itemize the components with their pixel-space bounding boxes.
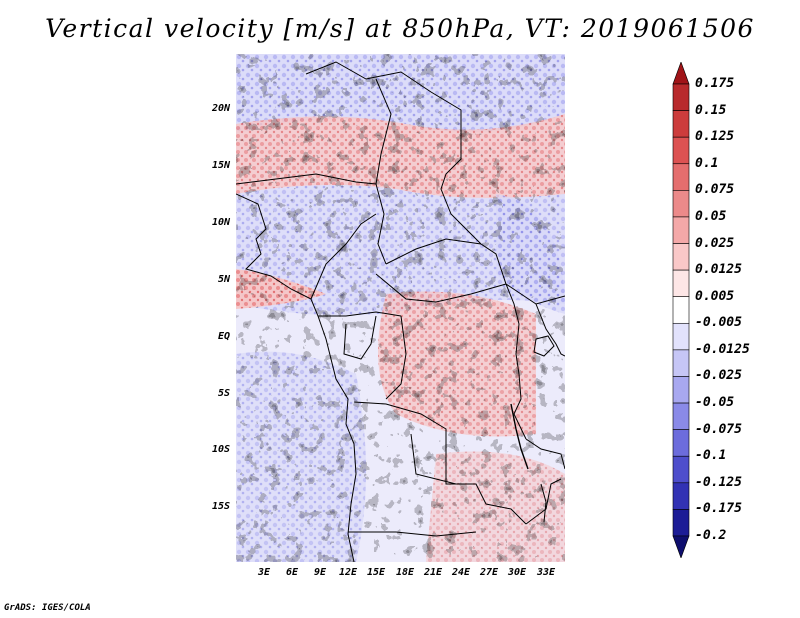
border-tanzania <box>525 438 565 470</box>
border-lake-malawi <box>540 483 547 523</box>
colorbar-label: 0.075 <box>695 182 735 198</box>
colorbar-label: 0.05 <box>695 208 727 224</box>
colorbar-bottom-arrow <box>672 535 690 558</box>
lon-label-30e: 30E <box>507 567 527 578</box>
lon-label-24e: 24E <box>451 567 471 578</box>
lat-label-10s: 10S <box>211 444 230 455</box>
border-cameroon-south <box>318 311 402 317</box>
colorbar-segment <box>672 429 690 457</box>
lon-label-27e: 27E <box>479 567 499 578</box>
lon-label-6e: 6E <box>285 567 299 578</box>
colorbar-label: 0.15 <box>695 102 727 118</box>
colorbar-label: -0.175 <box>695 501 742 517</box>
border-uganda-kenya <box>535 303 565 357</box>
colorbar <box>672 62 690 558</box>
border-car-south <box>375 273 507 303</box>
colorbar-segments <box>672 62 690 558</box>
lon-label-18e: 18E <box>395 567 415 578</box>
border-drc-west <box>385 315 407 400</box>
border-drc-south <box>353 401 527 525</box>
colorbar-label: 0.1 <box>695 155 719 171</box>
colorbar-label: -0.0125 <box>695 341 750 357</box>
colorbar-label: 0.025 <box>695 235 735 251</box>
colorbar-label: -0.005 <box>695 315 742 331</box>
colorbar-label: 0.175 <box>695 76 735 91</box>
border-north <box>305 61 565 305</box>
border-angola-zambia <box>410 433 457 485</box>
border-lake-tanganyika <box>510 403 529 470</box>
border-nigeria-cameroon <box>310 213 377 300</box>
border-lake-victoria <box>533 335 555 357</box>
border-car <box>385 238 482 265</box>
lon-label-33e: 33E <box>536 567 556 578</box>
colorbar-segment <box>672 163 690 191</box>
colorbar-segment <box>672 136 690 165</box>
lon-label-12e: 12E <box>338 567 358 578</box>
lon-label-15e: 15E <box>366 567 386 578</box>
footer-credit: GrADS: IGES/COLA <box>4 603 91 613</box>
lon-label-3e: 3E <box>257 567 271 578</box>
colorbar-label: -0.1 <box>695 448 727 464</box>
colorbar-top-arrow <box>672 62 690 85</box>
map-panel <box>236 54 565 562</box>
lat-label-10n: 10N <box>211 217 230 228</box>
lat-label-5s: 5S <box>217 388 230 399</box>
colorbar-label: -0.05 <box>695 395 735 411</box>
colorbar-segment <box>672 83 690 111</box>
chart-title: Vertical velocity [m/s] at 850hPa, VT: 2… <box>45 14 755 43</box>
border-nigeria-niger <box>236 173 377 185</box>
border-drc-east <box>505 283 527 440</box>
country-borders <box>236 61 565 562</box>
colorbar-label: -0.125 <box>695 474 742 490</box>
lat-label-15s: 15S <box>211 501 230 512</box>
lat-label-5n: 5N <box>217 274 230 285</box>
lat-label-eq: EQ <box>217 331 230 342</box>
colorbar-label: 0.005 <box>695 288 735 304</box>
colorbar-segment <box>672 190 690 218</box>
colorbar-segment <box>672 402 690 430</box>
field-noise-overlay <box>236 54 565 562</box>
colorbar-segment <box>672 455 690 484</box>
colorbar-segment <box>672 243 690 271</box>
border-zambia-malawi <box>525 478 562 525</box>
colorbar-segment <box>672 216 690 244</box>
lon-label-21e: 21E <box>423 567 443 578</box>
colorbar-segment <box>672 482 690 510</box>
border-gabon-congo <box>343 315 377 360</box>
colorbar-label: 0.125 <box>695 129 735 145</box>
colorbar-segment <box>672 110 690 138</box>
colorbar-label: -0.025 <box>695 368 742 384</box>
colorbar-segment <box>672 296 690 324</box>
colorbar-segment <box>672 349 690 377</box>
lat-label-20n: 20N <box>211 103 230 114</box>
colorbar-segment <box>672 376 690 404</box>
lat-label-15n: 15N <box>211 160 230 171</box>
colorbar-label: -0.075 <box>695 421 742 437</box>
coastline <box>236 193 357 562</box>
colorbar-label: -0.2 <box>695 528 727 543</box>
colorbar-segment <box>672 322 690 351</box>
lon-label-9e: 9E <box>313 567 327 578</box>
colorbar-label: 0.0125 <box>695 262 742 278</box>
border-angola-south <box>348 531 477 537</box>
colorbar-segment <box>672 509 690 537</box>
colorbar-segment <box>672 269 690 298</box>
